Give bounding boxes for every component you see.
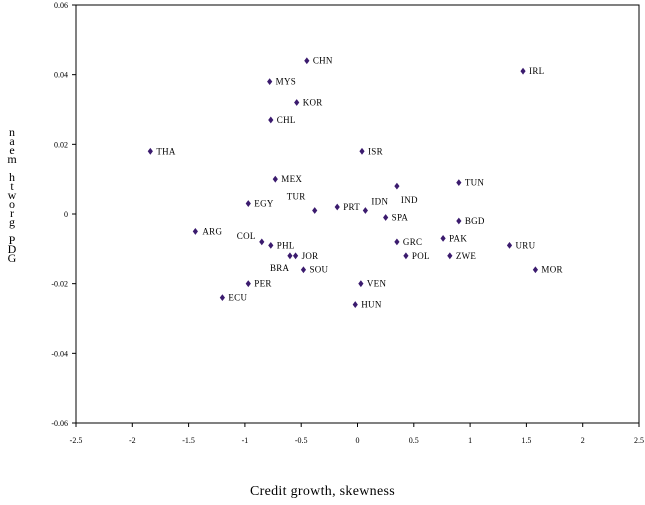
point-label-ecu: ECU: [228, 293, 247, 303]
point-marker-jor: [292, 252, 299, 260]
plot-area: [75, 4, 640, 424]
point-label-col: COL: [237, 231, 256, 241]
point-marker-spa: [383, 214, 389, 221]
point-marker-pak: [440, 234, 446, 242]
point-label-sou: SOU: [309, 265, 328, 275]
point-marker-irl: [520, 67, 526, 75]
point-marker-mys: [267, 78, 273, 86]
point-label-tun: TUN: [465, 178, 485, 188]
point-label-chn: CHN: [313, 56, 333, 66]
point-label-mex: MEX: [281, 174, 302, 184]
point-label-isr: ISR: [368, 146, 383, 156]
point-marker-chn: [304, 57, 310, 65]
y-axis-label: n a e m h t w o r g P D G: [7, 125, 17, 265]
y-tick-label: 0: [64, 210, 68, 219]
point-label-arg: ARG: [202, 226, 222, 236]
point-label-per: PER: [254, 279, 271, 289]
point-marker-prt: [334, 203, 340, 211]
point-marker-pol: [403, 252, 409, 260]
point-label-egy: EGY: [254, 199, 274, 209]
point-marker-ind: [394, 182, 400, 190]
point-marker-mor: [532, 266, 539, 274]
y-tick-label: 0.04: [54, 71, 68, 80]
x-tick-label: 1.5: [521, 436, 531, 445]
point-label-prt: PRT: [343, 202, 360, 212]
y-tick-label: -0.02: [51, 280, 68, 289]
point-label-bgd: BGD: [465, 216, 485, 226]
x-tick-label: -0.5: [295, 436, 308, 445]
point-label-kor: KOR: [303, 98, 323, 108]
point-marker-arg: [192, 228, 198, 235]
point-marker-grc: [394, 238, 400, 246]
y-tick-label: -0.04: [51, 349, 68, 358]
point-label-uru: URU: [516, 240, 536, 250]
point-label-tha: THA: [156, 146, 176, 156]
point-label-mys: MYS: [276, 77, 296, 87]
x-tick-label: -2.5: [70, 436, 83, 445]
point-label-jor: JOR: [302, 251, 319, 261]
point-marker-per: [245, 280, 251, 288]
point-label-hun: HUN: [361, 300, 382, 310]
point-label-zwe: ZWE: [456, 251, 477, 261]
point-marker-mex: [272, 175, 278, 183]
x-axis-label: Credit growth, skewness: [250, 484, 395, 499]
point-marker-hun: [352, 301, 358, 308]
point-marker-tun: [456, 179, 462, 187]
point-marker-uru: [506, 241, 513, 249]
point-marker-idn: [362, 207, 368, 214]
point-label-ven: VEN: [367, 279, 387, 289]
y-tick-label: -0.06: [51, 419, 68, 428]
point-label-tur: TUR: [287, 192, 306, 202]
point-label-spa: SPA: [392, 212, 409, 222]
point-label-phl: PHL: [277, 240, 295, 250]
point-label-grc: GRC: [403, 237, 422, 247]
y-tick-label: 0.02: [54, 140, 68, 149]
point-marker-chl: [268, 116, 274, 124]
point-marker-bra: [287, 252, 293, 260]
point-label-bra: BRA: [270, 263, 290, 273]
point-label-idn: IDN: [371, 197, 388, 207]
x-tick-label: 0.5: [409, 436, 419, 445]
point-label-mor: MOR: [541, 265, 562, 275]
x-tick-label: 2.5: [634, 436, 644, 445]
point-marker-col: [259, 238, 265, 246]
point-marker-bgd: [456, 217, 462, 225]
point-label-pol: POL: [412, 251, 430, 261]
point-marker-sou: [300, 266, 307, 274]
x-tick-label: 1: [468, 436, 472, 445]
x-tick-label: 2: [581, 436, 585, 445]
x-tick-label: -2: [129, 436, 136, 445]
point-label-pak: PAK: [449, 233, 467, 243]
point-marker-zwe: [447, 252, 453, 260]
x-tick-label: -1: [242, 436, 249, 445]
point-marker-kor: [294, 99, 300, 106]
point-label-irl: IRL: [529, 66, 544, 76]
point-label-chl: CHL: [277, 115, 296, 125]
point-marker-ven: [358, 280, 364, 288]
point-marker-ecu: [219, 294, 225, 301]
point-label-ind: IND: [401, 195, 418, 205]
point-marker-isr: [359, 147, 365, 155]
point-marker-egy: [245, 200, 251, 207]
point-marker-tha: [147, 147, 153, 155]
x-tick-label: 0: [356, 436, 360, 445]
point-marker-tur: [312, 207, 318, 214]
y-tick-label: 0.06: [54, 1, 68, 10]
point-marker-phl: [268, 241, 274, 249]
x-tick-label: -1.5: [182, 436, 195, 445]
